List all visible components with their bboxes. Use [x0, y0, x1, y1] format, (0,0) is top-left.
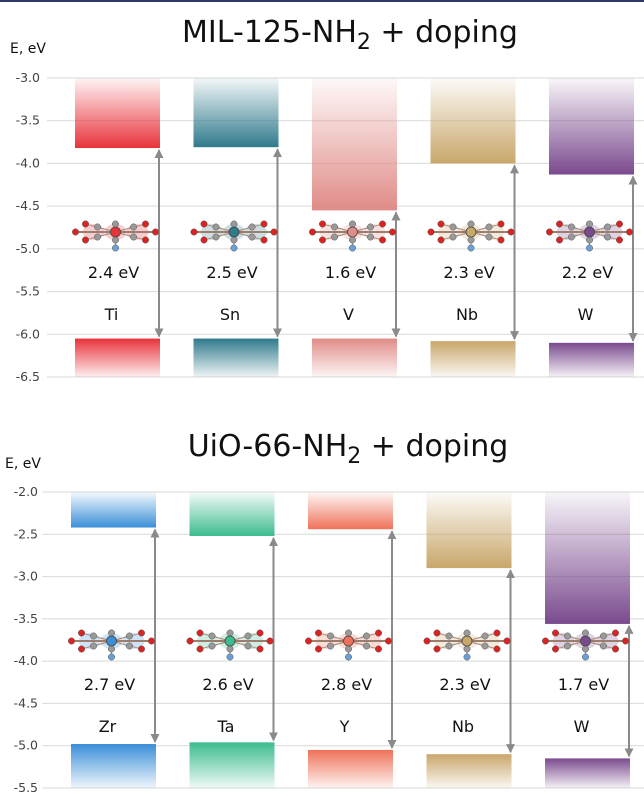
- conduction-band-bar: [312, 78, 397, 211]
- y-axis-label: E, eV: [5, 456, 41, 472]
- molecule-structure-icon: [190, 220, 278, 252]
- band-column-ta: 2.6 eV Ta: [186, 492, 278, 788]
- valence-band-bar: [426, 754, 512, 788]
- y-tick-label: -4.0: [16, 155, 40, 170]
- y-axis-label: E, eV: [10, 41, 46, 57]
- band-gap-label: 1.6 eV: [325, 263, 376, 282]
- band-gap-label: 2.3 eV: [443, 263, 494, 282]
- molecule-structure-icon: [72, 220, 159, 252]
- y-tick-label: -2.0: [14, 484, 38, 499]
- dopant-label: V: [343, 305, 354, 324]
- band-column-y: 2.8 eV Y: [305, 492, 397, 788]
- dopant-label: Ti: [104, 305, 119, 324]
- y-tick-label: -5.5: [14, 780, 38, 794]
- conduction-band-bar: [189, 492, 275, 536]
- y-tick-label: -3.0: [14, 569, 38, 584]
- band-column-ti: 2.4 eV Ti: [72, 78, 164, 377]
- molecule-structure-icon: [427, 220, 515, 252]
- band-gap-label: 2.2 eV: [562, 263, 613, 282]
- molecule-structure-icon: [309, 220, 396, 252]
- dopant-label: Nb: [452, 717, 474, 736]
- chart-title: MIL-125-NH2 + doping: [182, 15, 518, 55]
- chart-title-tail: + doping: [371, 15, 518, 50]
- band-gap-label: 2.5 eV: [206, 263, 257, 282]
- top-border-line: [0, 0, 644, 2]
- band-gap-label: 2.6 eV: [202, 675, 253, 694]
- valence-band-bar: [545, 758, 630, 788]
- band-column-sn: 2.5 eV Sn: [190, 78, 282, 377]
- molecule-structure-icon: [186, 629, 274, 661]
- molecule-structure-icon: [546, 220, 633, 252]
- valence-band-bar: [189, 742, 275, 788]
- band-column-nb: 2.3 eV Nb: [423, 492, 515, 788]
- y-tick-label: -5.5: [16, 284, 40, 299]
- dopant-label: Sn: [220, 305, 240, 324]
- valence-band-bar: [549, 342, 634, 377]
- dopant-label: W: [578, 305, 594, 324]
- y-tick-label: -6.5: [16, 369, 40, 384]
- dopant-label: Ta: [217, 717, 235, 736]
- molecule-structure-icon: [305, 629, 392, 661]
- band-column-w: 2.2 eV W: [546, 78, 638, 377]
- dopant-label: W: [574, 717, 590, 736]
- chart-title-subscript: 2: [357, 30, 371, 55]
- chart-title-main: MIL-125-NH: [182, 15, 357, 50]
- conduction-band-bar: [430, 78, 516, 164]
- band-gap-label: 2.4 eV: [88, 263, 139, 282]
- valence-band-bar: [312, 338, 397, 377]
- valence-band-bar: [430, 341, 516, 377]
- chart-title-tail: + doping: [361, 429, 508, 464]
- band-gap-label: 2.3 eV: [439, 675, 490, 694]
- y-tick-label: -5.0: [14, 738, 38, 753]
- conduction-band-bar: [549, 78, 634, 175]
- band-column-nb: 2.3 eV Nb: [427, 78, 519, 377]
- dopant-label: Y: [339, 717, 350, 736]
- band-column-zr: 2.7 eV Zr: [68, 492, 160, 788]
- y-tick-label: -3.5: [14, 611, 38, 626]
- band-gap-label: 2.7 eV: [84, 675, 135, 694]
- band-gap-label: 2.8 eV: [321, 675, 372, 694]
- y-tick-label: -2.5: [14, 526, 38, 541]
- band-gap-label: 1.7 eV: [558, 675, 609, 694]
- y-tick-label: -4.5: [16, 198, 40, 213]
- valence-band-bar: [193, 338, 279, 377]
- chart-title-main: UiO-66-NH: [188, 429, 348, 464]
- y-tick-label: -3.0: [16, 70, 40, 85]
- valence-band-bar: [308, 749, 393, 788]
- dopant-label: Nb: [456, 305, 478, 324]
- conduction-band-bar: [75, 78, 160, 149]
- y-tick-label: -6.0: [16, 326, 40, 341]
- valence-band-bar: [71, 744, 156, 788]
- y-tick-label: -5.0: [16, 241, 40, 256]
- dopant-label: Zr: [99, 717, 117, 736]
- chart-panel-uio66: UiO-66-NH2 + doping E, eV -2.0 -2.5 -3.0 -3…: [5, 429, 644, 794]
- conduction-band-bar: [426, 492, 512, 569]
- y-tick-label: -4.0: [14, 653, 38, 668]
- conduction-band-bar: [545, 492, 630, 624]
- molecule-structure-icon: [423, 629, 511, 661]
- chart-title-subscript: 2: [347, 444, 361, 469]
- conduction-band-bar: [71, 492, 156, 528]
- chart-panel-mil125: MIL-125-NH2 + doping E, eV -3.0 -3.5 -4.0 -…: [10, 15, 644, 384]
- chart-title: UiO-66-NH2 + doping: [188, 429, 509, 469]
- conduction-band-bar: [193, 78, 279, 148]
- conduction-band-bar: [308, 492, 393, 530]
- molecule-structure-icon: [542, 629, 629, 661]
- band-column-v: 1.6 eV V: [309, 78, 401, 377]
- y-tick-label: -3.5: [16, 113, 40, 128]
- y-tick-label: -4.5: [14, 695, 38, 710]
- band-column-w: 1.7 eV W: [542, 492, 634, 788]
- valence-band-bar: [75, 338, 160, 377]
- molecule-structure-icon: [68, 629, 155, 661]
